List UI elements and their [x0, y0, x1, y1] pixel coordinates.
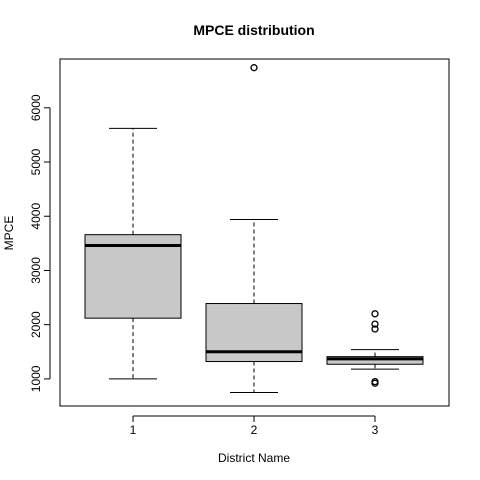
y-tick-label: 2000 [29, 311, 43, 338]
y-tick-label: 3000 [29, 257, 43, 284]
y-tick-label: 4000 [29, 203, 43, 230]
outlier-point [250, 64, 258, 72]
outlier-point [371, 325, 379, 333]
box-group [84, 64, 424, 393]
x-axis: 1 2 3 [130, 415, 379, 437]
outlier-point [371, 320, 379, 328]
box-2 [205, 64, 303, 393]
y-tick-label: 5000 [29, 148, 43, 175]
box-3 [326, 310, 424, 387]
x-tick-label: 2 [251, 423, 258, 437]
y-tick-label: 6000 [29, 94, 43, 121]
plot-frame [59, 58, 450, 407]
iqr-box [326, 356, 424, 365]
box-1 [84, 127, 182, 380]
iqr-box [84, 234, 182, 319]
x-tick-label: 1 [130, 423, 137, 437]
outlier-point [371, 379, 379, 387]
x-axis-label: District Name [218, 451, 290, 465]
y-axis: 1000 2000 3000 4000 5000 6000 [29, 94, 51, 392]
y-axis-label: MPCE [2, 216, 16, 251]
chart-title: MPCE distribution [193, 22, 314, 38]
outlier-point [371, 310, 379, 318]
x-tick-label: 3 [372, 423, 379, 437]
y-tick-label: 1000 [29, 365, 43, 392]
